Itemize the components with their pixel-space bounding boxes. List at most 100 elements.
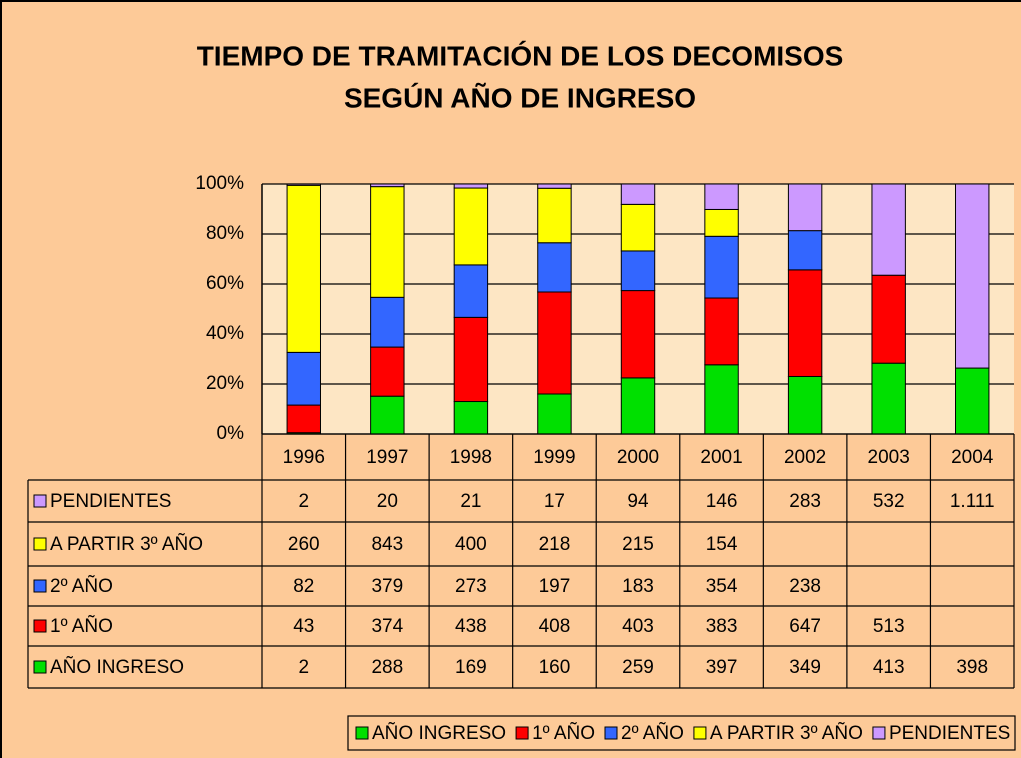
x-tick-label: 2004 — [951, 447, 994, 468]
table-cell: 513 — [873, 616, 905, 637]
table-cell: 160 — [539, 657, 571, 678]
table-row-label: 1º AÑO — [50, 615, 113, 637]
y-tick-label: 40% — [206, 323, 244, 344]
bar-segment — [370, 186, 405, 298]
bar-segment — [537, 242, 572, 293]
bar-segment — [871, 274, 906, 364]
table-cell: 283 — [789, 491, 821, 512]
bar-segment — [787, 183, 823, 232]
bar-segment — [370, 296, 405, 348]
table-cell: 260 — [288, 534, 320, 555]
y-tick-label: 100% — [195, 173, 244, 194]
bar-segment — [537, 183, 572, 189]
bar-segment — [704, 183, 739, 210]
bar-segment — [620, 203, 656, 252]
bar-segment — [620, 377, 656, 435]
bar-segment — [620, 183, 656, 205]
table-cell: 43 — [293, 616, 314, 637]
legend-label: 2º AÑO — [621, 722, 684, 744]
legend-key — [693, 726, 707, 740]
bar-segment — [453, 316, 489, 403]
table-cell: 183 — [622, 576, 654, 597]
table-cell: 843 — [371, 534, 403, 555]
table-cell: 408 — [539, 616, 571, 637]
bar-segment — [453, 401, 489, 435]
bar-segment — [620, 250, 656, 292]
bar-segment — [871, 183, 906, 276]
table-cell: 20 — [377, 491, 398, 512]
chart-title: TIEMPO DE TRAMITACIÓN DE LOS DECOMISOS — [197, 40, 844, 71]
legend-label: PENDIENTES — [889, 723, 1010, 744]
x-tick-label: 1996 — [283, 447, 325, 468]
y-tick-label: 0% — [217, 423, 245, 444]
x-tick-label: 2000 — [617, 447, 659, 468]
table-cell: 438 — [455, 616, 487, 637]
table-cell: 169 — [455, 657, 487, 678]
table-cell: 197 — [539, 576, 571, 597]
bar-segment — [370, 183, 405, 188]
table-cell: 238 — [789, 576, 821, 597]
bar-segment — [704, 208, 739, 237]
bar-segment — [286, 404, 321, 434]
table-cell: 398 — [956, 657, 988, 678]
legend-label: AÑO INGRESO — [372, 722, 506, 744]
x-tick-label: 1999 — [533, 447, 575, 468]
legend-key — [355, 726, 369, 740]
bar-segment — [453, 183, 489, 189]
x-tick-label: 1998 — [450, 447, 492, 468]
bar-segment — [453, 187, 489, 266]
table-cell: 288 — [371, 657, 403, 678]
bar-segment — [286, 183, 321, 186]
table-cell: 379 — [371, 576, 403, 597]
table-cell: 21 — [460, 491, 481, 512]
table-cell: 2 — [298, 491, 309, 512]
table-row-label: AÑO INGRESO — [50, 656, 184, 678]
x-tick-label: 2003 — [868, 447, 910, 468]
table-legend-key — [33, 660, 47, 674]
bar-segment — [537, 187, 572, 244]
table-cell: 403 — [622, 616, 654, 637]
legend-key — [604, 726, 618, 740]
bar-segment — [286, 351, 321, 406]
bar-segment — [787, 375, 823, 435]
table-cell: 273 — [455, 576, 487, 597]
bar-segment — [370, 346, 405, 397]
y-tick-label: 20% — [206, 373, 244, 394]
y-tick-label: 80% — [206, 223, 244, 244]
chart-title: SEGÚN AÑO DE INGRESO — [344, 82, 696, 113]
table-cell: 146 — [706, 491, 738, 512]
y-tick-label: 60% — [206, 273, 244, 294]
table-cell: 374 — [371, 616, 403, 637]
bar-segment — [955, 367, 990, 435]
table-cell: 94 — [627, 491, 649, 512]
bar-segment — [537, 291, 572, 395]
table-cell: 354 — [706, 576, 738, 597]
table-cell: 532 — [873, 491, 905, 512]
bar-segment — [871, 362, 906, 435]
x-tick-label: 2001 — [700, 447, 742, 468]
table-cell: 400 — [455, 534, 487, 555]
legend-key — [872, 726, 886, 740]
bar-segment — [620, 290, 656, 379]
table-cell: 413 — [873, 657, 905, 678]
table-legend-key — [33, 537, 47, 551]
bar-segment — [286, 184, 321, 353]
legend-label: A PARTIR 3º AÑO — [710, 722, 863, 744]
x-tick-label: 1997 — [366, 447, 408, 468]
legend-box — [347, 715, 1016, 751]
bar-segment — [537, 393, 572, 435]
table-cell: 17 — [544, 491, 565, 512]
table-cell: 647 — [789, 616, 821, 637]
table-cell: 218 — [539, 534, 571, 555]
bar-segment — [370, 395, 405, 435]
table-cell: 82 — [293, 576, 314, 597]
table-cell: 349 — [789, 657, 821, 678]
legend-label: 1º AÑO — [532, 722, 595, 744]
bar-segment — [955, 183, 990, 369]
table-row-label: PENDIENTES — [50, 491, 171, 512]
bar-segment — [704, 364, 739, 435]
bar-segment — [704, 235, 739, 299]
bar-segment — [704, 297, 739, 366]
bar-segment — [787, 269, 823, 377]
table-cell: 2 — [298, 657, 309, 678]
